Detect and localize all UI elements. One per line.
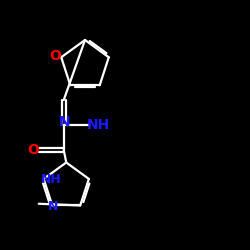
Text: NH: NH [86,118,110,132]
Text: O: O [49,49,61,63]
Text: O: O [27,143,39,157]
Text: N: N [59,116,71,130]
Text: N: N [48,200,59,213]
Text: NH: NH [41,173,62,186]
